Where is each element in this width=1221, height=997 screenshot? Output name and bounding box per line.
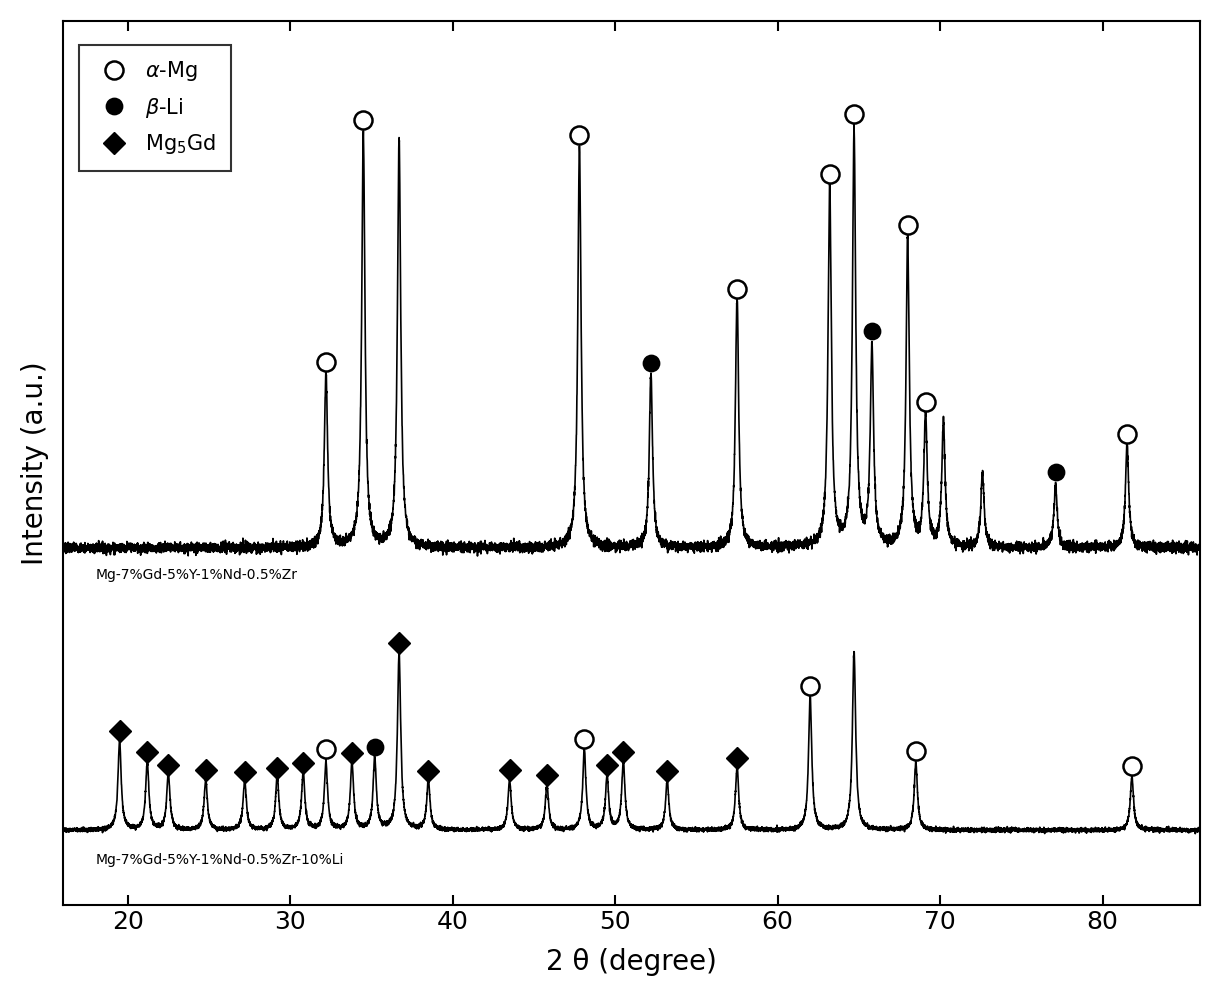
Text: Mg-7%Gd-5%Y-1%Nd-0.5%Zr: Mg-7%Gd-5%Y-1%Nd-0.5%Zr	[95, 567, 297, 581]
Text: Mg-7%Gd-5%Y-1%Nd-0.5%Zr-10%Li: Mg-7%Gd-5%Y-1%Nd-0.5%Zr-10%Li	[95, 852, 343, 866]
Y-axis label: Intensity (a.u.): Intensity (a.u.)	[21, 361, 49, 565]
X-axis label: 2 θ (degree): 2 θ (degree)	[546, 948, 717, 976]
Legend: $\alpha$-Mg, $\beta$-Li, Mg$_5$Gd: $\alpha$-Mg, $\beta$-Li, Mg$_5$Gd	[79, 45, 231, 170]
